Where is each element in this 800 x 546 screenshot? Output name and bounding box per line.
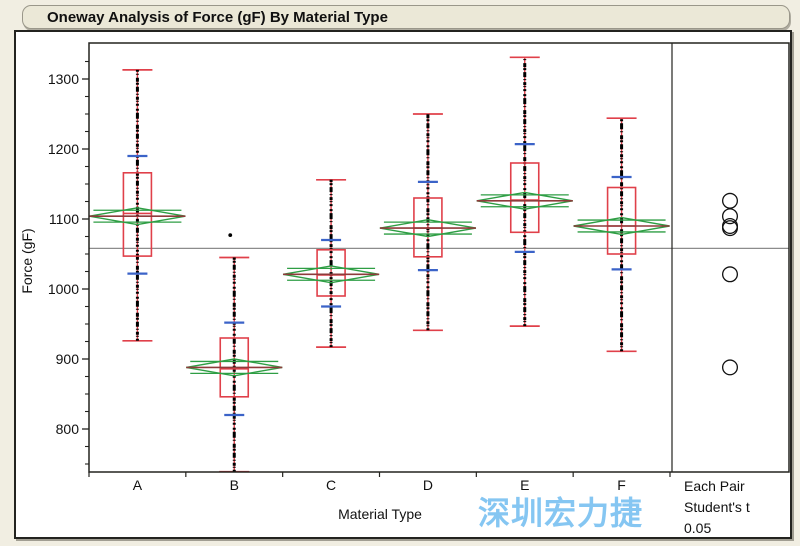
y-tick-label: 1200: [48, 141, 79, 157]
comparison-circle-F[interactable]: [722, 359, 739, 376]
y-axis-title: Force (gF): [19, 228, 35, 294]
y-tick-label: 1000: [48, 281, 79, 297]
y-tick-label: 900: [56, 351, 80, 367]
y-tick-label: 1300: [48, 71, 79, 87]
legend-line-students-t: Student's t: [684, 499, 750, 515]
y-tick-label: 1100: [49, 211, 79, 227]
legend-line-each-pair: Each Pair: [684, 478, 745, 494]
x-category-label-F: F: [617, 477, 626, 493]
x-category-label-D: D: [423, 477, 433, 493]
quantile-box[interactable]: [122, 172, 153, 257]
comparison-circle-B[interactable]: [722, 208, 739, 225]
comparison-circle-E[interactable]: [722, 266, 739, 283]
quantile-box[interactable]: [509, 162, 540, 234]
x-category-label-E: E: [520, 477, 529, 493]
y-tick-label: 800: [56, 421, 80, 437]
oneway-plot-canvas: 1300 1200 1100 1000 900 800 A B C D E F: [48, 42, 790, 493]
outlier-point: [228, 233, 233, 238]
group-F[interactable]: [573, 117, 670, 353]
x-category-label-A: A: [133, 477, 143, 493]
report-title: Oneway Analysis of Force (gF) By Materia…: [47, 8, 388, 26]
group-C[interactable]: [282, 178, 380, 348]
x-axis-title: Material Type: [338, 506, 422, 522]
report-outline-title-bar[interactable]: Oneway Analysis of Force (gF) By Materia…: [22, 5, 790, 29]
group-E[interactable]: [476, 56, 573, 327]
legend-line-alpha: 0.05: [684, 520, 712, 536]
oneway-plot-panel: 1300 1200 1100 1000 900 800 A B C D E F Force (gF) …: [14, 30, 792, 539]
quantile-box[interactable]: [316, 249, 346, 297]
comparison-circle-A[interactable]: [722, 192, 739, 209]
group-D[interactable]: [379, 113, 477, 332]
comparison-circle-D[interactable]: [722, 220, 739, 237]
plot-frame: [88, 42, 790, 473]
group-B[interactable]: [186, 233, 283, 473]
x-category-label-C: C: [326, 477, 336, 493]
x-category-label-B: B: [230, 477, 239, 493]
comparison-method-legend: Each Pair Student's t 0.05: [684, 476, 750, 539]
group-A[interactable]: [89, 69, 186, 342]
